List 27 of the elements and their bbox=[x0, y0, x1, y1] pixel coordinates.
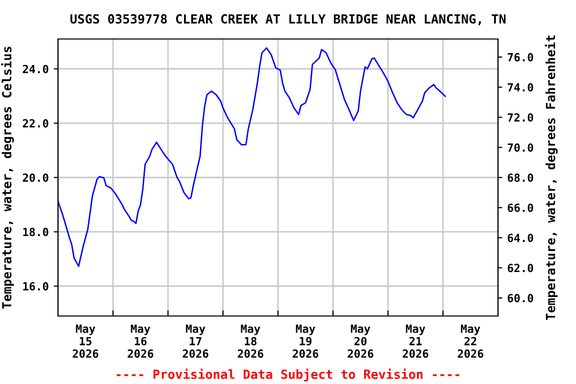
x-tick-label: May 21 2026 bbox=[402, 324, 428, 358]
y2-tick-label: 66.0 bbox=[508, 204, 534, 212]
y2-tick-label: 70.0 bbox=[508, 143, 534, 152]
x-tick-label: May 17 2026 bbox=[182, 324, 208, 358]
x-tick-label: May 15 2026 bbox=[72, 324, 98, 358]
y-tick-label: 24.0 bbox=[22, 64, 48, 74]
y2-tick-label: 62.0 bbox=[508, 264, 534, 272]
line-series bbox=[58, 47, 446, 267]
x-tick-label: May 18 2026 bbox=[238, 324, 264, 358]
y-tick-label: 16.0 bbox=[23, 282, 48, 291]
y-axis-title: Temperature, water, degrees Celsius bbox=[1, 46, 14, 309]
y2-tick-label: 72.0 bbox=[508, 113, 534, 122]
x-tick-label: May 20 2026 bbox=[348, 324, 374, 358]
text: ---- Provisional Data Subject to Revision ---- bbox=[116, 368, 460, 382]
y2-tick-label: 60.0 bbox=[508, 294, 534, 302]
y-tick-label: 18.0 bbox=[23, 228, 48, 236]
y2-tick-label: 76.0 bbox=[508, 53, 534, 62]
y2-axis-title: Temperature, water, degrees Fahrenheit bbox=[544, 35, 558, 320]
y2-tick-label: 68.0 bbox=[508, 173, 534, 182]
x-tick-label: May 19 2026 bbox=[292, 324, 318, 358]
y2-tick-label: 74.0 bbox=[508, 83, 534, 92]
x-tick-label: May 22 2026 bbox=[458, 324, 484, 358]
y-tick-label: 20.0 bbox=[22, 173, 48, 182]
y-tick-label: 22.0 bbox=[22, 119, 48, 128]
y2-tick-label: 64.0 bbox=[508, 234, 534, 242]
chart-title: USGS 03539778 CLEAR CREEK AT LILLY BRIDGE NEAR LANCING, TN bbox=[70, 14, 506, 26]
x-tick-label: May 16 2026 bbox=[128, 324, 154, 358]
